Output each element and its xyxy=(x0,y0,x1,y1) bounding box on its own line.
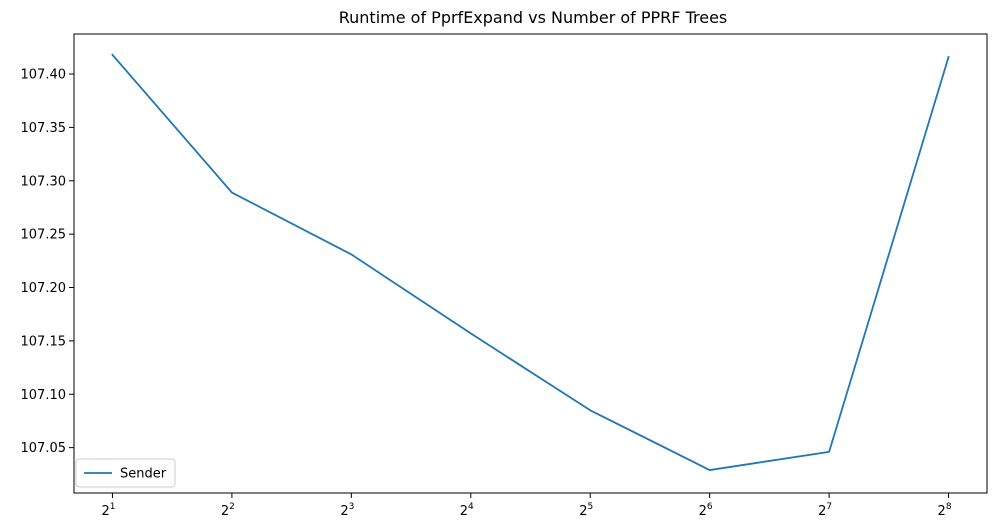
x-tick-base: 2 xyxy=(221,504,229,519)
x-tick-exponent: 3 xyxy=(349,502,355,512)
plot-area xyxy=(73,33,988,494)
legend: Sender xyxy=(75,458,176,488)
x-tick-base: 2 xyxy=(460,504,468,519)
series-layer xyxy=(111,53,950,471)
x-axis: 21 22 23 24 25 26 27 28 xyxy=(101,493,952,519)
y-tick-label: 107.10 xyxy=(21,388,67,403)
y-tick-label: 107.35 xyxy=(21,121,67,136)
x-tick-label: 26 xyxy=(699,502,713,519)
series-line-sender xyxy=(111,53,950,471)
x-tick-label: 21 xyxy=(101,502,115,519)
legend-box xyxy=(75,458,176,488)
x-tick-exponent: 8 xyxy=(946,502,952,512)
x-tick-label: 27 xyxy=(818,502,832,519)
legend-label: Sender xyxy=(120,467,167,482)
x-tick-base: 2 xyxy=(699,504,707,519)
x-tick-exponent: 1 xyxy=(110,502,116,512)
x-tick-base: 2 xyxy=(340,504,348,519)
y-tick-label: 107.05 xyxy=(21,441,67,456)
y-tick-label: 107.15 xyxy=(21,334,67,349)
x-tick-base: 2 xyxy=(938,504,946,519)
x-tick-label: 23 xyxy=(340,502,354,519)
x-tick-base: 2 xyxy=(579,504,587,519)
y-tick-label: 107.25 xyxy=(21,228,67,243)
x-tick-label: 22 xyxy=(221,502,235,519)
x-tick-exponent: 4 xyxy=(468,502,474,512)
x-tick-label: 25 xyxy=(579,502,593,519)
x-tick-exponent: 6 xyxy=(707,502,713,512)
x-tick-exponent: 7 xyxy=(826,502,832,512)
x-tick-exponent: 5 xyxy=(587,502,593,512)
x-tick-label: 24 xyxy=(460,502,474,519)
y-tick-label: 107.30 xyxy=(21,174,67,189)
x-tick-base: 2 xyxy=(818,504,826,519)
x-tick-label: 28 xyxy=(938,502,952,519)
y-tick-label: 107.20 xyxy=(21,281,67,296)
y-tick-label: 107.40 xyxy=(21,68,67,83)
x-tick-exponent: 2 xyxy=(229,502,235,512)
chart-title: Runtime of PprfExpand vs Number of PPRF … xyxy=(339,8,728,27)
x-tick-base: 2 xyxy=(101,504,109,519)
plot-frame xyxy=(73,33,988,494)
y-axis: 107.05 107.10 107.15 107.20 107.25 107.30 107.… xyxy=(21,68,74,456)
